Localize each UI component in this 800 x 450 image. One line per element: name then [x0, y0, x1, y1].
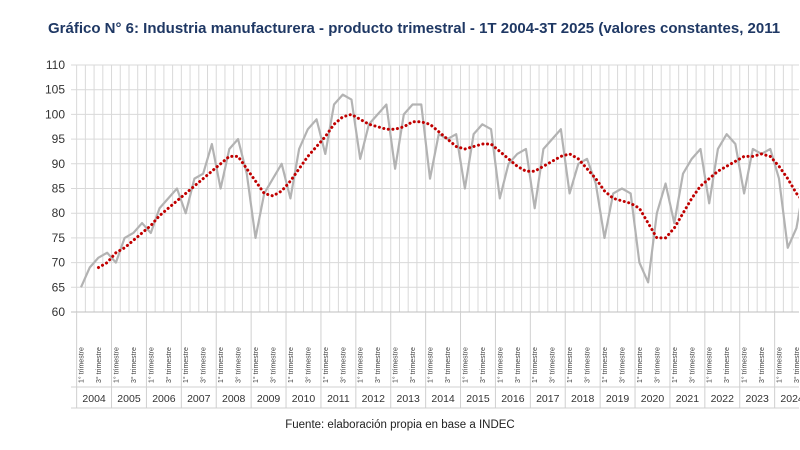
- x-quarter-label: 1° trimestre: [601, 347, 609, 383]
- x-quarter-label: 1° trimestre: [357, 347, 365, 383]
- x-quarter-label: 3° trimestre: [618, 347, 626, 383]
- x-year-label: 2022: [711, 393, 735, 405]
- x-year-label: 2005: [117, 393, 141, 405]
- x-quarter-label: 1° trimestre: [392, 347, 400, 383]
- x-quarter-label: 3° trimestre: [235, 347, 243, 383]
- x-quarter-label: 3° trimestre: [758, 347, 766, 383]
- x-year-label: 2011: [327, 393, 350, 405]
- x-year-label: 2010: [292, 393, 316, 405]
- chart-source: Fuente: elaboración propia en base a IND…: [285, 419, 515, 431]
- x-year-label: 2014: [431, 393, 455, 405]
- x-year-label: 2004: [82, 393, 106, 405]
- x-year-label: 2018: [571, 393, 595, 405]
- x-quarter-label: 1° trimestre: [112, 347, 120, 383]
- x-quarter-label: 1° trimestre: [182, 347, 190, 383]
- x-year-label: 2020: [641, 393, 665, 405]
- x-quarter-label: 1° trimestre: [531, 347, 539, 383]
- y-tick-label: 90: [52, 157, 66, 171]
- x-quarter-label: 3° trimestre: [723, 347, 731, 383]
- x-quarter-label: 3° trimestre: [165, 347, 173, 383]
- x-quarter-label: 1° trimestre: [566, 347, 574, 383]
- x-quarter-label: 3° trimestre: [374, 347, 382, 383]
- x-quarter-label: 3° trimestre: [339, 347, 347, 383]
- x-quarter-label: 1° trimestre: [427, 347, 435, 383]
- x-quarter-label: 3° trimestre: [95, 347, 103, 383]
- x-quarter-label: 3° trimestre: [793, 347, 800, 383]
- series-trend-line: [96, 112, 799, 270]
- y-tick-label: 80: [52, 206, 66, 220]
- x-quarter-label: 3° trimestre: [479, 347, 487, 383]
- x-quarter-label: 3° trimestre: [269, 347, 277, 383]
- x-year-label: 2007: [187, 393, 211, 405]
- y-tick-label: 95: [52, 132, 66, 146]
- x-year-label: 2021: [676, 393, 700, 405]
- x-year-label: 2019: [606, 393, 630, 405]
- x-quarter-label: 1° trimestre: [706, 347, 714, 383]
- y-tick-label: 65: [52, 280, 66, 294]
- y-tick-label: 75: [52, 231, 66, 245]
- x-quarter-label: 3° trimestre: [653, 347, 661, 383]
- x-quarter-label: 3° trimestre: [514, 347, 522, 383]
- x-quarter-label: 1° trimestre: [671, 347, 679, 383]
- x-quarter-label: 1° trimestre: [636, 347, 644, 383]
- x-year-label: 2013: [397, 393, 421, 405]
- x-year-label: 2016: [501, 393, 525, 405]
- x-quarter-label: 1° trimestre: [496, 347, 504, 383]
- series-quarterly-line: [79, 93, 799, 288]
- y-tick-label: 105: [45, 83, 65, 97]
- x-year-label: 2008: [222, 393, 246, 405]
- x-quarter-label: 1° trimestre: [252, 347, 260, 383]
- x-quarter-label: 3° trimestre: [549, 347, 557, 383]
- x-quarter-label: 3° trimestre: [200, 347, 208, 383]
- x-quarter-label: 3° trimestre: [584, 347, 592, 383]
- y-tick-label: 70: [52, 256, 66, 270]
- y-tick-label: 110: [46, 58, 65, 72]
- x-year-label: 2023: [746, 393, 770, 405]
- x-year-label: 2024: [780, 393, 800, 405]
- x-quarter-label: 1° trimestre: [147, 347, 155, 383]
- x-quarter-label: 1° trimestre: [287, 347, 295, 383]
- x-quarter-label: 1° trimestre: [78, 347, 86, 383]
- x-quarter-label: 3° trimestre: [304, 347, 312, 383]
- x-quarter-label: 1° trimestre: [461, 347, 469, 383]
- x-year-label: 2017: [536, 393, 560, 405]
- chart-title: Gráfico N° 6: Industria manufacturera - …: [48, 20, 781, 37]
- x-quarter-label: 1° trimestre: [741, 347, 749, 383]
- x-quarter-label: 1° trimestre: [322, 347, 330, 383]
- x-year-label: 2009: [257, 393, 281, 405]
- x-year-label: 2015: [466, 393, 490, 405]
- x-quarter-label: 3° trimestre: [130, 347, 138, 383]
- y-tick-label: 100: [45, 107, 65, 121]
- x-quarter-label: 1° trimestre: [217, 347, 225, 383]
- x-quarter-label: 1° trimestre: [776, 347, 784, 383]
- x-quarter-label: 3° trimestre: [444, 347, 452, 383]
- y-tick-label: 60: [52, 305, 66, 319]
- x-quarter-label: 3° trimestre: [688, 347, 696, 383]
- x-year-label: 2006: [152, 393, 176, 405]
- y-tick-label: 85: [52, 182, 66, 196]
- x-quarter-label: 3° trimestre: [409, 347, 417, 383]
- x-year-label: 2012: [362, 393, 386, 405]
